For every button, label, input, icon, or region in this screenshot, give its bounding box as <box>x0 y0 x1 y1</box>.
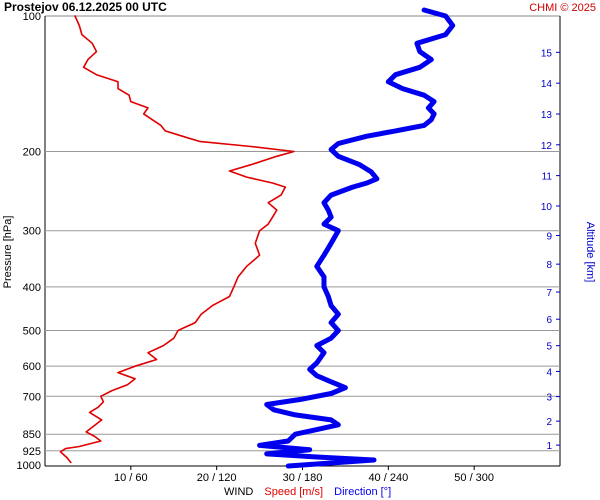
pressure-tick-label: 100 <box>23 11 41 23</box>
altitude-tick-label: 9 <box>546 231 552 242</box>
altitude-tick-label: 15 <box>541 48 553 59</box>
pressure-axis-label: Pressure [hPa] <box>2 216 14 289</box>
altitude-tick-label: 10 <box>541 202 553 213</box>
pressure-tick-label: 500 <box>23 326 41 338</box>
pressure-tick-label: 600 <box>23 361 41 373</box>
speed-unit-label: Speed [m/s] <box>264 486 323 498</box>
chart-title: Prostejov 06.12.2025 00 UTC <box>4 0 167 14</box>
wind-tick-label: 10 / 60 <box>114 472 148 484</box>
pressure-tick-labels: 100 200 300 400 500 600 700 850 925 1000 <box>17 11 41 472</box>
pressure-tick-label: 850 <box>23 429 41 441</box>
altitude-tick-label: 4 <box>546 367 552 378</box>
pressure-tick-label: 700 <box>23 391 41 403</box>
pressure-tick-label: 300 <box>23 226 41 238</box>
altitude-tick-label: 12 <box>541 141 553 152</box>
altitude-tick-label: 8 <box>546 260 552 271</box>
altitude-tick-label: 11 <box>542 172 553 183</box>
altitude-axis-label: Altitude [km] <box>584 222 596 283</box>
altitude-tick-label: 2 <box>546 417 552 428</box>
altitude-tick-label: 1 <box>546 441 552 452</box>
pressure-tick-label: 200 <box>23 146 41 158</box>
altitude-tick-label: 13 <box>541 110 553 121</box>
wind-tick-labels: 10 / 60 20 / 120 30 / 180 40 / 240 50 / 300 <box>114 472 494 484</box>
wind-label-prefix: WIND <box>224 486 253 498</box>
altitude-tick-label: 14 <box>541 79 553 90</box>
wind-tick-label: 20 / 120 <box>197 472 237 484</box>
wind-tick-label: 30 / 180 <box>283 472 323 484</box>
direction-unit-label: Direction [°] <box>334 486 391 498</box>
direction-profile-line <box>257 7 456 469</box>
pressure-tick-label: 925 <box>23 446 41 458</box>
credit-text: CHMI © 2025 <box>529 2 596 14</box>
altitude-tick-label: 5 <box>546 342 552 353</box>
altitude-tick-label: 6 <box>546 315 552 326</box>
pressure-tick-label: 1000 <box>17 460 41 472</box>
speed-profile-line <box>59 15 295 464</box>
wind-tick-label: 40 / 240 <box>368 472 408 484</box>
altitude-tick-label: 7 <box>546 288 552 299</box>
wind-axis-label: WIND Speed [m/s] Direction [°] <box>224 486 391 498</box>
altitude-tick-label: 3 <box>546 393 552 404</box>
wind-tick-label: 50 / 300 <box>454 472 494 484</box>
pressure-tick-label: 400 <box>23 282 41 294</box>
series-layer <box>59 7 456 469</box>
